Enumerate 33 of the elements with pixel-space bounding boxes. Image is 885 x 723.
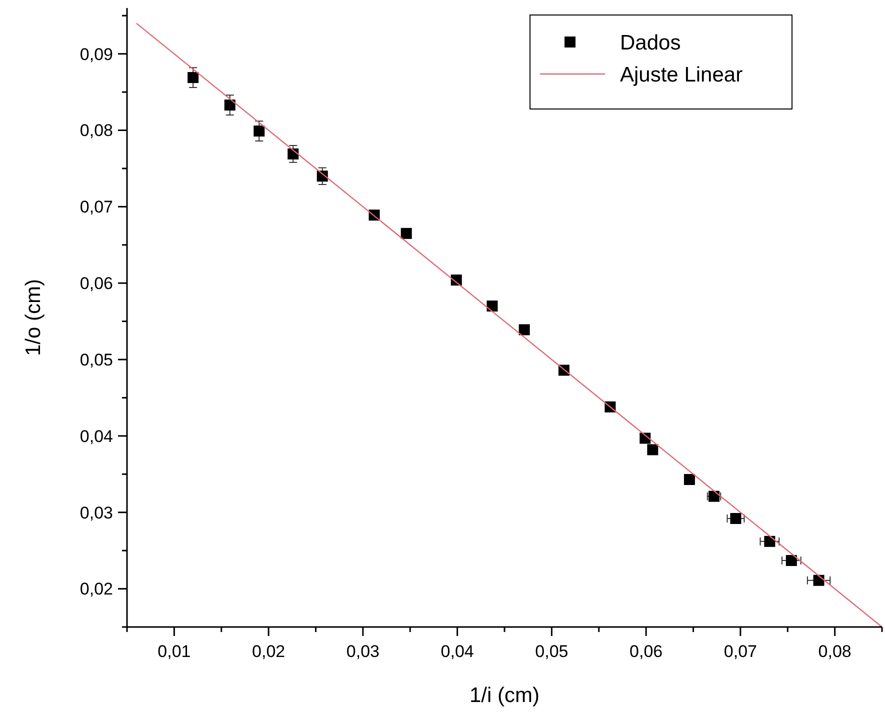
point: [254, 126, 265, 137]
y-tick-label: 0,07: [80, 198, 113, 217]
x-tick-label: 0,04: [440, 642, 474, 661]
y-tick-label: 0,03: [80, 503, 113, 522]
x-tick-label: 0,03: [346, 642, 380, 661]
legend-label: Ajuste Linear: [620, 63, 743, 86]
point: [188, 72, 199, 84]
y-axis-title: 1/o (cm): [22, 278, 45, 356]
point: [813, 574, 824, 586]
y-tick-label: 0,09: [80, 44, 113, 64]
point: [400, 228, 412, 239]
x-axis-title: 1/i (cm): [470, 684, 540, 707]
y-tick-label: 0,05: [80, 350, 113, 370]
point: [730, 512, 742, 524]
point: [288, 148, 299, 160]
y-tick-label: 0,02: [80, 580, 113, 599]
x-tick-label: 0,06: [630, 642, 663, 661]
y-tick-label: 0,06: [80, 274, 113, 294]
point: [486, 300, 498, 312]
y-tick-label: 0,08: [80, 121, 113, 140]
x-tick-label: 0,08: [818, 642, 852, 661]
x-tick-label: 0,07: [724, 642, 757, 661]
x-tick-label: 0,02: [252, 642, 286, 661]
point: [684, 474, 695, 486]
point: [764, 536, 776, 547]
x-tick-label: 0,05: [535, 642, 568, 661]
point: [786, 555, 797, 566]
x-tick-label: 0,01: [158, 642, 191, 661]
y-tick-label: 0,04: [80, 426, 113, 446]
legend-label: Dados: [620, 31, 681, 54]
point: [518, 324, 530, 336]
point: [224, 100, 236, 111]
point: [647, 444, 658, 456]
